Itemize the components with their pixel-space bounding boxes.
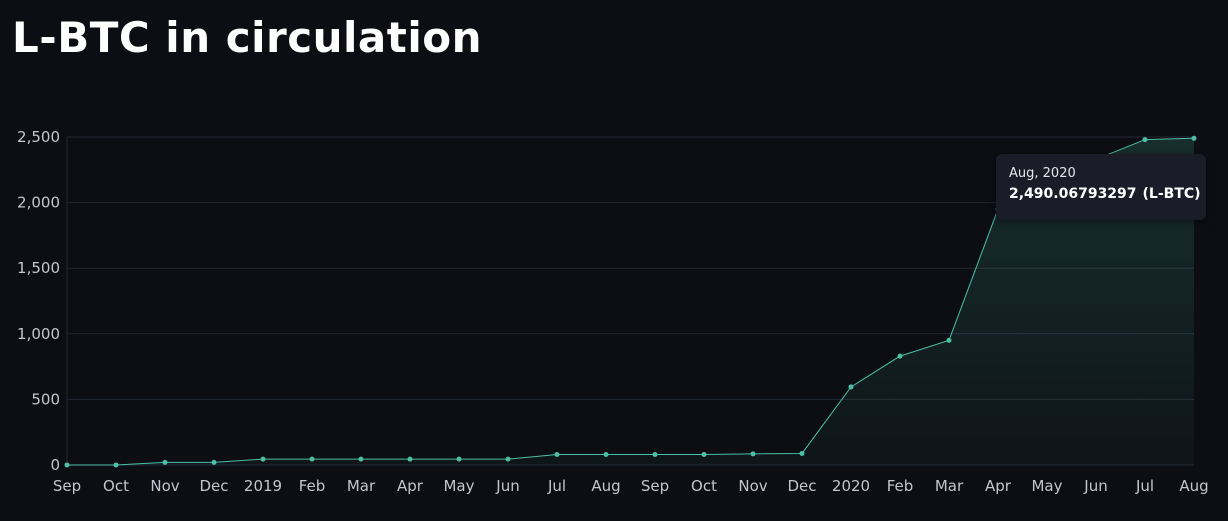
x-tick-label: 2019 bbox=[244, 477, 282, 495]
x-tick-label: Feb bbox=[299, 477, 326, 495]
x-tick-label: Aug bbox=[591, 477, 620, 495]
x-tick-label: Nov bbox=[150, 477, 179, 495]
page-title: L-BTC in circulation bbox=[12, 13, 482, 62]
x-tick-label: 2020 bbox=[832, 477, 870, 495]
data-point[interactable] bbox=[456, 456, 462, 462]
x-axis-ticks: Sep Oct Nov Dec 2019 Feb Mar Apr May Jun Jul Aug Sep… bbox=[53, 477, 1209, 495]
tooltip-unit: (L-BTC) bbox=[1142, 186, 1201, 202]
series-points bbox=[64, 135, 1197, 468]
y-tick-label: 2,500 bbox=[17, 128, 60, 146]
data-point[interactable] bbox=[211, 459, 217, 465]
y-tick-label: 1,000 bbox=[17, 325, 60, 343]
data-point[interactable] bbox=[554, 452, 560, 458]
x-tick-label: Oct bbox=[103, 477, 129, 495]
data-point[interactable] bbox=[848, 384, 854, 390]
x-tick-label: Oct bbox=[691, 477, 717, 495]
x-tick-label: Dec bbox=[199, 477, 228, 495]
data-point[interactable] bbox=[701, 452, 707, 458]
x-tick-label: Feb bbox=[887, 477, 914, 495]
data-point[interactable] bbox=[162, 459, 168, 465]
data-point[interactable] bbox=[750, 451, 756, 457]
data-point[interactable] bbox=[1142, 137, 1148, 143]
x-tick-label: Jun bbox=[1083, 477, 1107, 495]
tooltip-value: 2,490.06793297 bbox=[1009, 186, 1137, 202]
x-tick-label: Apr bbox=[397, 477, 424, 495]
data-point[interactable] bbox=[260, 456, 266, 462]
x-tick-label: May bbox=[1031, 477, 1062, 495]
x-tick-label: Jun bbox=[495, 477, 519, 495]
x-tick-label: Dec bbox=[787, 477, 816, 495]
series-area bbox=[67, 138, 1194, 466]
x-tick-label: Mar bbox=[347, 477, 376, 495]
x-tick-label: Mar bbox=[935, 477, 964, 495]
x-tick-label: Aug bbox=[1179, 477, 1208, 495]
data-point[interactable] bbox=[652, 452, 658, 458]
y-tick-label: 1,500 bbox=[17, 259, 60, 277]
x-tick-label: Sep bbox=[53, 477, 81, 495]
y-tick-label: 500 bbox=[31, 390, 60, 408]
data-point[interactable] bbox=[1191, 135, 1197, 141]
x-tick-label: Jul bbox=[1135, 477, 1154, 495]
x-tick-label: May bbox=[443, 477, 474, 495]
data-point[interactable] bbox=[946, 337, 952, 343]
y-axis-ticks: 0 500 1,000 1,500 2,000 2,500 bbox=[17, 128, 60, 474]
data-point[interactable] bbox=[407, 456, 413, 462]
data-point[interactable] bbox=[309, 456, 315, 462]
data-point[interactable] bbox=[505, 456, 511, 462]
data-point[interactable] bbox=[799, 450, 805, 456]
data-point[interactable] bbox=[113, 462, 119, 468]
data-point[interactable] bbox=[603, 452, 609, 458]
x-tick-label: Sep bbox=[641, 477, 669, 495]
tooltip-value-row: 2,490.06793297 (L-BTC) bbox=[1009, 184, 1201, 204]
data-point[interactable] bbox=[358, 456, 364, 462]
x-tick-label: Jul bbox=[547, 477, 566, 495]
chart-tooltip: Aug, 2020 2,490.06793297 (L-BTC) bbox=[996, 154, 1206, 220]
data-point[interactable] bbox=[897, 353, 903, 359]
x-tick-label: Apr bbox=[985, 477, 1012, 495]
x-tick-label: Nov bbox=[738, 477, 767, 495]
tooltip-date: Aug, 2020 bbox=[1009, 166, 1076, 181]
y-tick-label: 0 bbox=[50, 456, 60, 474]
y-tick-label: 2,000 bbox=[17, 194, 60, 212]
data-point[interactable] bbox=[64, 462, 70, 468]
